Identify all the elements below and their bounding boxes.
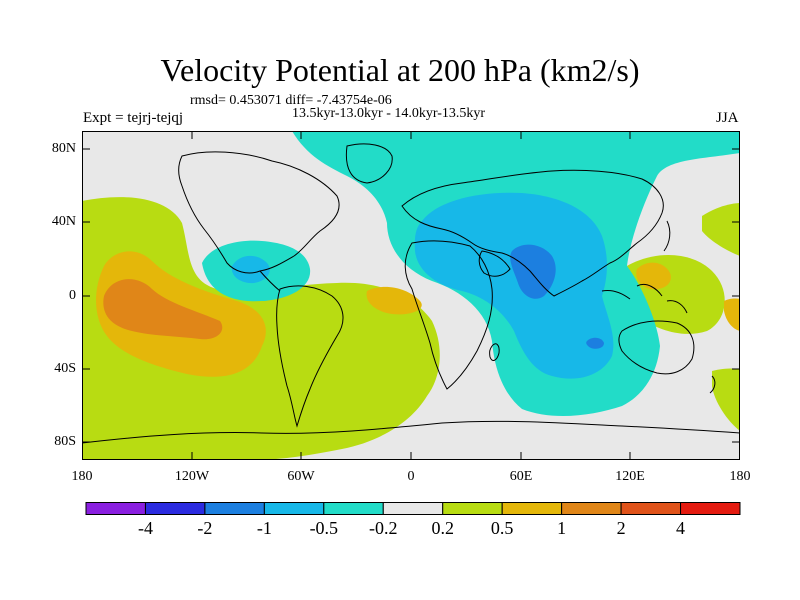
colorbar-swatch — [144, 502, 206, 515]
coast-australia — [618, 320, 695, 375]
coast-africa — [404, 240, 493, 390]
plot-title: Velocity Potential at 200 hPa (km2/s) — [160, 52, 640, 88]
field-posmid-westpac — [636, 262, 671, 290]
map-panel — [82, 131, 740, 460]
coast-japan — [663, 220, 671, 252]
field-negmid-caribbean — [231, 255, 270, 284]
y-label-80s: 80S — [54, 434, 76, 449]
coast-new-zealand — [709, 375, 716, 394]
coast-eurasia — [401, 169, 664, 297]
stats-line: rmsd= 0.453071 diff= -7.43754e-06 — [190, 93, 392, 108]
colorbar-label: -0.5 — [309, 518, 339, 538]
colorbar-swatch — [323, 502, 384, 515]
colorbar-swatch — [501, 502, 563, 515]
y-label-40n: 40N — [51, 214, 76, 229]
coastlines — [82, 143, 740, 444]
colorbar-swatch — [85, 502, 146, 515]
colorbar-label: 4 — [676, 518, 686, 538]
colorbar — [85, 502, 741, 515]
colorbar-swatch — [382, 502, 444, 515]
x-label-0: 0 — [407, 469, 415, 484]
field-negstrong-indian-ocean — [586, 337, 604, 349]
period-line: 13.5kyr-13.0kyr - 14.0kyr-13.5kyr — [292, 106, 486, 121]
colorbar-label: 0.2 — [431, 518, 454, 538]
y-label-40s: 40S — [54, 361, 76, 376]
x-label-180-east: 180 — [729, 469, 751, 484]
coast-south-america — [276, 285, 344, 428]
colorbar-label: -2 — [197, 518, 213, 538]
colorbar-swatch — [204, 502, 265, 515]
colorbar-swatch — [680, 502, 741, 515]
colorbar-label: -1 — [256, 518, 272, 538]
y-label-80n: 80N — [51, 141, 76, 156]
field-negmid-asia — [414, 192, 614, 379]
coast-antarctica — [82, 420, 740, 444]
colorbar-label: 2 — [616, 518, 626, 538]
x-label-120e: 120E — [615, 469, 645, 484]
y-label-0: 0 — [69, 288, 76, 303]
coast-maritime-continent — [601, 283, 688, 314]
field-posstrong-pacific — [103, 279, 223, 340]
coast-madagascar — [489, 343, 500, 361]
x-label-60w: 60W — [287, 469, 315, 484]
season-label: JJA — [716, 110, 739, 126]
colorbar-label: -4 — [137, 518, 153, 538]
colorbar-swatch — [561, 502, 622, 515]
field-positive-east-edge — [702, 203, 740, 256]
x-label-60e: 60E — [509, 469, 533, 484]
x-ticks — [191, 131, 631, 460]
coast-greenland — [345, 143, 393, 184]
x-label-180-west: 180 — [71, 469, 93, 484]
colorbar-label: 0.5 — [490, 518, 514, 538]
colorbar-swatch — [620, 502, 682, 515]
field-positive-se-edge — [712, 368, 740, 431]
field-negstrong-india — [510, 244, 556, 299]
colorbar-swatch — [263, 502, 325, 515]
y-ticks — [82, 148, 740, 443]
coast-central-america — [259, 270, 281, 292]
experiment-label: Expt = tejrj-tejqj — [83, 110, 184, 126]
coast-north-america — [178, 151, 340, 274]
colorbar-swatch — [442, 502, 503, 515]
coast-arabia — [478, 250, 511, 277]
field-posmid-atlantic — [366, 286, 422, 315]
colorbar-label: 1 — [557, 518, 567, 538]
x-label-120w: 120W — [174, 469, 210, 484]
colorbar-label: -0.2 — [369, 518, 398, 538]
field-posmid-east-edge — [724, 298, 740, 331]
